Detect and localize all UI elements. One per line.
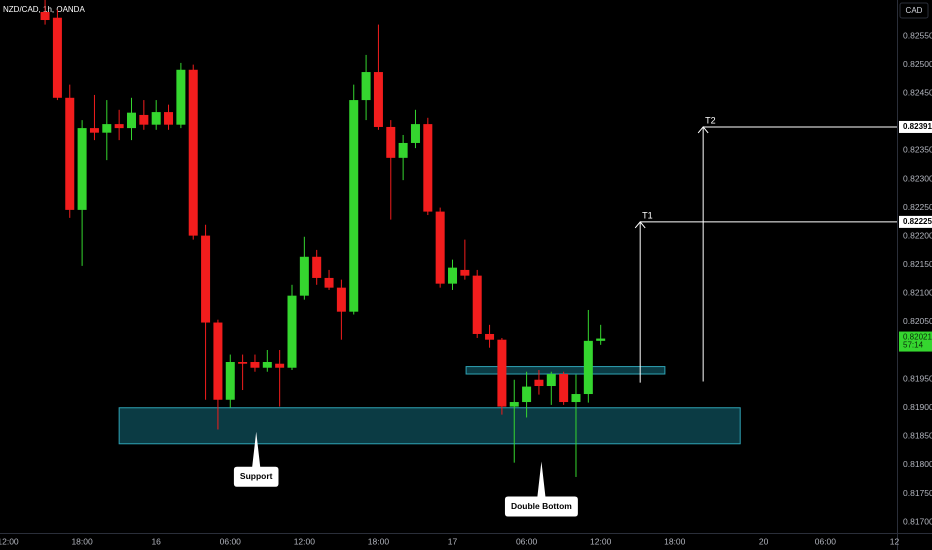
y-tick-label: 0.82500: [903, 59, 932, 69]
y-tick-label: 0.81850: [903, 431, 932, 441]
target-price-box: [899, 120, 932, 133]
candle-body: [485, 333, 495, 340]
candle-body: [571, 394, 581, 403]
callout: Support: [233, 431, 279, 487]
y-tick-label: 0.81700: [903, 516, 932, 526]
candle-body: [398, 142, 408, 158]
candle-body: [250, 362, 260, 368]
currency-box: [899, 2, 929, 19]
candle-body: [102, 124, 112, 133]
y-tick-label: 0.82250: [903, 202, 932, 212]
y-tick-label: 0.82450: [903, 87, 932, 97]
candle-body: [522, 386, 532, 403]
candle-body: [312, 256, 322, 278]
x-tick-label: 06:00: [220, 536, 242, 546]
y-tick-label: 0.82050: [903, 316, 932, 326]
x-tick-label: 18:00: [368, 536, 390, 546]
candle-body: [324, 277, 334, 288]
target-label: T1: [642, 210, 653, 220]
candle-body: [114, 124, 124, 129]
x-tick-label: 12: [890, 536, 900, 546]
y-tick-label: 0.82200: [903, 230, 932, 240]
candle-body: [213, 322, 223, 400]
candle-body: [361, 72, 371, 101]
callout: Double Bottom: [504, 461, 578, 517]
y-tick-label: 0.82300: [903, 173, 932, 183]
candle-body: [460, 269, 470, 276]
candle-body: [188, 69, 198, 236]
x-tick-label: 06:00: [815, 536, 837, 546]
arrow-head: [697, 126, 709, 134]
currency-label: CAD: [906, 6, 923, 15]
x-tick-label: 18:00: [664, 536, 686, 546]
candle-body: [509, 402, 519, 407]
target-price: 0.82225: [903, 217, 932, 226]
x-tick-label: 12:00: [590, 536, 612, 546]
target-price: 0.82391: [903, 122, 932, 131]
candle-body: [40, 12, 50, 21]
y-tick-label: 0.82350: [903, 145, 932, 155]
candle-body: [139, 114, 149, 125]
x-tick-label: 06:00: [516, 536, 538, 546]
candle-body: [583, 340, 593, 395]
x-tick-label: 18:00: [71, 536, 93, 546]
candle-body: [534, 379, 544, 387]
candle-body: [423, 124, 433, 212]
candle-body: [336, 287, 346, 312]
candle-body: [52, 17, 62, 98]
candle-body: [225, 362, 235, 400]
candle-body: [65, 97, 75, 210]
candle-body: [275, 363, 285, 368]
y-tick-label: 0.81750: [903, 488, 932, 498]
x-tick-label: 16: [151, 536, 161, 546]
zone: [465, 366, 666, 375]
x-tick-label: 12:00: [0, 536, 19, 546]
candle-body: [546, 374, 556, 387]
candle-body: [201, 235, 211, 323]
candle-body: [386, 126, 396, 158]
candle-body: [299, 256, 309, 296]
y-tick-label: 0.82100: [903, 288, 932, 298]
candle-body: [287, 295, 297, 368]
target-price-box: [899, 215, 932, 228]
candle-body: [410, 124, 420, 143]
candle-body: [77, 128, 87, 210]
callout-text: Support: [240, 471, 273, 481]
x-tick-label: 17: [448, 536, 458, 546]
target-label: T2: [705, 115, 716, 125]
candle-body: [559, 374, 569, 403]
candle-body: [151, 112, 161, 125]
countdown: 57:14: [903, 341, 924, 350]
candle-body: [472, 275, 482, 334]
zone: [118, 407, 741, 445]
candle-body: [497, 339, 507, 407]
y-tick-label: 0.81800: [903, 459, 932, 469]
candle-body: [349, 100, 359, 312]
callout-text: Double Bottom: [511, 501, 572, 511]
callout-box: [504, 461, 578, 517]
candle-body: [126, 112, 136, 129]
chart-title: NZD/CAD, 1h, OANDA: [3, 5, 85, 14]
callout-box: [233, 431, 279, 487]
candle-body: [596, 338, 606, 341]
candle-body: [373, 72, 383, 127]
x-tick-label: 12:00: [294, 536, 316, 546]
candle-body: [448, 267, 458, 284]
y-tick-label: 0.82550: [903, 30, 932, 40]
candle-body: [176, 69, 186, 125]
last-price-box: [899, 331, 932, 352]
candle-body: [435, 211, 445, 284]
y-tick-label: 0.81950: [903, 373, 932, 383]
last-price: 0.82021: [903, 333, 932, 342]
candle-body: [238, 362, 248, 364]
candle-body: [262, 362, 272, 368]
arrow-head: [634, 221, 646, 229]
y-tick-label: 0.82150: [903, 259, 932, 269]
y-tick-label: 0.81900: [903, 402, 932, 412]
candle-body: [89, 128, 99, 133]
candle-body: [164, 112, 174, 125]
x-tick-label: 20: [759, 536, 769, 546]
